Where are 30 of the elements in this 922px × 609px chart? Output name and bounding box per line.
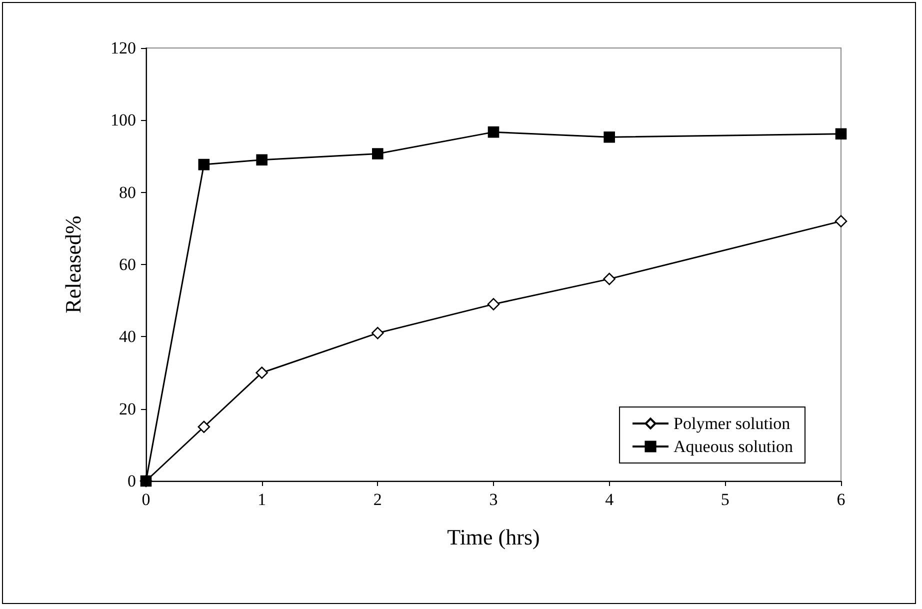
x-tick-label: 1: [258, 490, 266, 509]
x-tick-label: 3: [489, 490, 498, 509]
y-axis-title: Released%: [60, 216, 86, 314]
y-tick-label: 60: [119, 255, 136, 274]
point: [488, 126, 500, 138]
point: [835, 128, 847, 140]
point: [256, 154, 268, 166]
point: [198, 158, 210, 170]
y-tick-label: 80: [119, 182, 136, 202]
y-tick-label: 20: [119, 399, 136, 418]
legend-label: Aqueous solution: [674, 437, 794, 456]
point: [256, 366, 268, 379]
y-tick-label: 40: [119, 327, 136, 346]
point: [372, 148, 384, 160]
point: [198, 420, 210, 434]
point: [372, 326, 384, 340]
x-tick-label: 0: [142, 490, 150, 509]
point: [604, 131, 615, 143]
point: [487, 298, 500, 310]
point: [603, 272, 616, 286]
x-axis-title: Time (hrs): [447, 524, 540, 550]
x-tick-label: 4: [605, 490, 614, 509]
x-tick-label: 2: [373, 490, 382, 509]
x-tick-label: 5: [720, 490, 730, 509]
legend-label: Polymer solution: [674, 414, 791, 433]
y-tick-label: 120: [110, 38, 136, 58]
y-tick-label: 100: [110, 110, 136, 130]
x-tick-label: 6: [836, 490, 846, 509]
y-tick-label: 0: [128, 472, 136, 490]
point: [834, 215, 848, 228]
